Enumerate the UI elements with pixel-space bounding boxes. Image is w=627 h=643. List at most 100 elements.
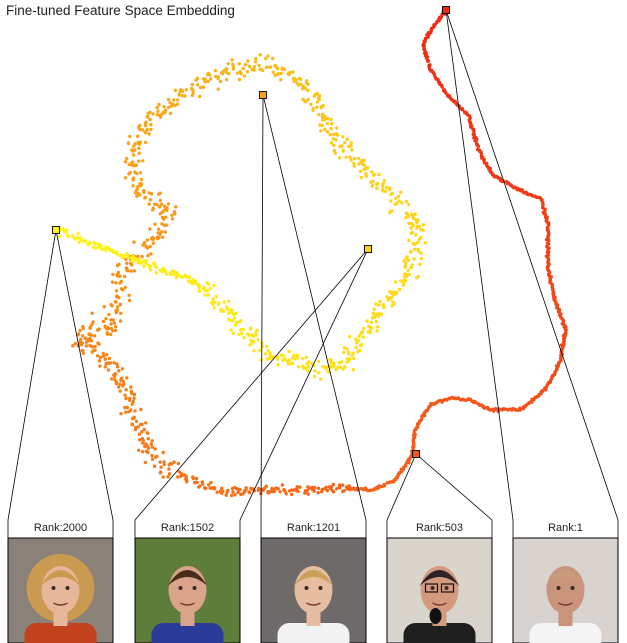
embedding-point — [306, 492, 310, 496]
embedding-point — [381, 182, 385, 186]
embedding-point — [377, 311, 381, 316]
embedding-point — [93, 344, 97, 349]
embedding-point — [313, 92, 318, 97]
embedding-point — [264, 344, 269, 349]
embedding-point — [121, 379, 126, 384]
embedding-point — [175, 102, 180, 106]
embedding-point — [140, 430, 144, 434]
embedding-point — [415, 226, 419, 230]
embedding-point — [327, 485, 332, 489]
embedding-point — [403, 264, 407, 268]
embedding-point — [116, 270, 121, 275]
embedding-point — [319, 129, 323, 133]
rank-label: Rank:1502 — [161, 522, 214, 534]
embedding-point — [173, 212, 177, 216]
embedding-point — [248, 64, 252, 69]
embedding-point — [195, 76, 200, 81]
embedding-point — [78, 328, 82, 333]
embedding-point — [124, 388, 128, 392]
embedding-point — [306, 88, 310, 93]
embedding-point — [227, 299, 231, 303]
embedding-point — [131, 259, 135, 263]
embedding-point — [160, 222, 164, 226]
embedding-point — [535, 195, 540, 199]
embedding-point — [291, 70, 295, 74]
embedding-point — [103, 357, 108, 361]
embedding-point — [118, 389, 122, 393]
embedding-point — [426, 35, 430, 39]
embedding-point — [136, 254, 140, 258]
embedding-point — [213, 486, 217, 490]
embedding-point — [239, 327, 243, 332]
sample-panel: Rank:1201 — [260, 520, 367, 643]
embedding-point — [338, 486, 342, 490]
embedding-point — [409, 221, 414, 226]
embedding-point — [115, 365, 120, 369]
embedding-point — [401, 283, 405, 287]
embedding-point — [345, 360, 349, 364]
embedding-points — [52, 8, 568, 498]
embedding-point — [118, 319, 123, 323]
embedding-point — [419, 251, 423, 255]
embedding-point — [189, 279, 193, 284]
embedding-point — [119, 279, 124, 283]
embedding-point — [203, 77, 207, 81]
embedding-point — [410, 263, 414, 267]
embedding-point — [201, 85, 206, 89]
embedding-point — [148, 244, 152, 249]
embedding-point — [358, 343, 363, 348]
embedding-point — [137, 159, 141, 163]
embedding-point — [415, 422, 420, 426]
embedding-point — [177, 469, 181, 474]
embedding-point — [239, 71, 243, 76]
embedding-point — [388, 210, 392, 215]
embedding-point — [307, 360, 311, 364]
embedding-point — [326, 116, 330, 121]
embedding-point — [262, 486, 267, 490]
embedding-point — [319, 105, 323, 109]
embedding-point — [259, 491, 263, 496]
embedding-point — [177, 92, 181, 97]
embedding-point — [371, 311, 376, 316]
embedding-point — [317, 113, 321, 117]
embedding-point — [359, 160, 363, 164]
embedding-point — [141, 441, 145, 445]
embedding-point — [385, 481, 390, 485]
embedding-point — [254, 333, 258, 337]
embedding-point — [104, 249, 108, 253]
embedding-point — [131, 176, 136, 180]
sample-panel: Rank:503 — [386, 520, 493, 643]
embedding-point — [186, 279, 191, 283]
embedding-point — [316, 486, 320, 491]
embedding-point — [357, 162, 361, 166]
embedding-point — [158, 198, 163, 203]
embedding-point — [137, 146, 141, 150]
embedding-point — [73, 237, 78, 241]
embedding-point — [114, 308, 118, 313]
embedding-point — [222, 309, 226, 313]
embedding-point — [90, 345, 94, 349]
embedding-point — [125, 261, 129, 265]
embedding-point — [267, 65, 272, 70]
embedding-point — [81, 239, 86, 243]
embedding-point — [147, 132, 151, 136]
embedding-point — [139, 261, 143, 265]
embedding-point — [331, 137, 335, 141]
embedding-point — [113, 328, 118, 333]
embedding-point — [166, 105, 171, 110]
embedding-point — [113, 378, 117, 382]
embedding-point — [320, 123, 324, 128]
embedding-point — [77, 240, 81, 244]
embedding-point — [161, 475, 165, 479]
embedding-point — [125, 405, 130, 410]
embedding-point — [113, 325, 118, 329]
embedding-point — [155, 203, 159, 207]
embedding-point — [110, 377, 114, 381]
embedding-point — [290, 356, 295, 360]
embedding-point — [355, 340, 359, 344]
embedding-point — [260, 68, 265, 73]
embedding-point — [389, 192, 393, 197]
embedding-point — [278, 490, 282, 494]
embedding-point — [474, 139, 478, 143]
embedding-point — [329, 126, 333, 131]
